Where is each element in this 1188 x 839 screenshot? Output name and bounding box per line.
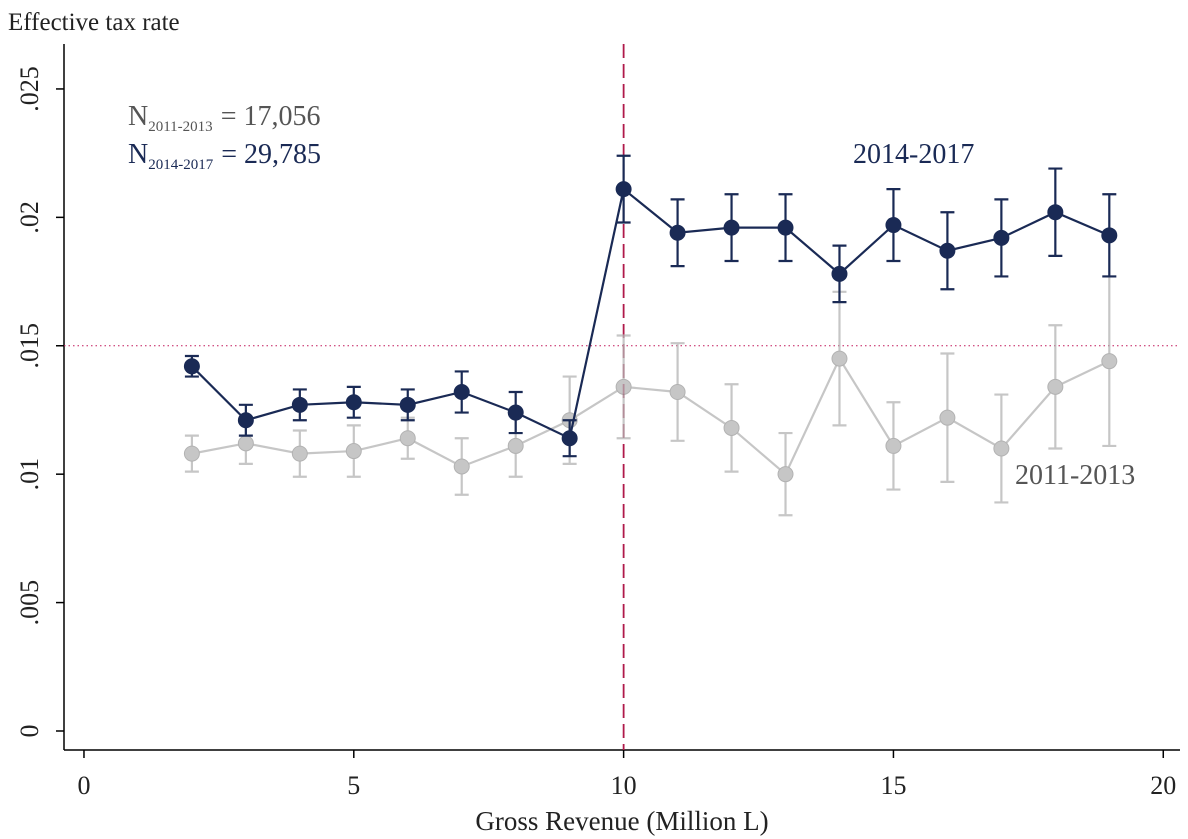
n-symbol: N bbox=[128, 101, 148, 132]
n-subscript: 2011-2013 bbox=[148, 119, 212, 135]
point bbox=[561, 430, 578, 447]
point bbox=[939, 409, 956, 426]
point bbox=[399, 430, 416, 447]
n-value: = 17,056 bbox=[221, 101, 321, 132]
x-tick-label: 0 bbox=[77, 771, 90, 800]
point bbox=[669, 383, 686, 400]
y-tick-label: 0 bbox=[15, 724, 44, 737]
point bbox=[615, 378, 632, 395]
point bbox=[507, 404, 524, 421]
n-annotation: N2014-2017 = 29,785 bbox=[128, 139, 321, 173]
point bbox=[831, 350, 848, 367]
series-label: 2011-2013 bbox=[1015, 460, 1135, 491]
point bbox=[399, 396, 416, 413]
point bbox=[453, 383, 470, 400]
point bbox=[885, 437, 902, 454]
point bbox=[291, 445, 308, 462]
series bbox=[183, 275, 1118, 517]
point bbox=[237, 412, 254, 429]
series-line bbox=[191, 187, 1110, 440]
n-subscript: 2014-2017 bbox=[148, 157, 213, 173]
n-symbol: N bbox=[128, 139, 148, 170]
point bbox=[777, 466, 794, 483]
y-axis-title: Effective tax rate bbox=[8, 9, 180, 36]
point bbox=[291, 396, 308, 413]
series-label: 2014-2017 bbox=[853, 139, 974, 170]
point bbox=[1047, 204, 1064, 221]
x-tick-label: 20 bbox=[1150, 771, 1176, 800]
point bbox=[723, 219, 740, 236]
point bbox=[183, 358, 200, 375]
point bbox=[615, 181, 632, 198]
series-line bbox=[191, 356, 1110, 476]
point bbox=[939, 242, 956, 259]
y-tick-label: .02 bbox=[15, 201, 44, 234]
point bbox=[183, 445, 200, 462]
point bbox=[993, 440, 1010, 457]
point bbox=[1101, 227, 1118, 244]
point bbox=[345, 443, 362, 460]
y-tick-label: .005 bbox=[15, 580, 44, 626]
x-tick-label: 5 bbox=[347, 771, 360, 800]
point bbox=[831, 265, 848, 282]
series bbox=[183, 154, 1118, 458]
point bbox=[453, 458, 470, 475]
point bbox=[345, 394, 362, 411]
point bbox=[723, 419, 740, 436]
y-tick-label: .025 bbox=[15, 66, 44, 112]
point bbox=[669, 224, 686, 241]
x-tick-label: 10 bbox=[611, 771, 637, 800]
point bbox=[507, 437, 524, 454]
point bbox=[993, 229, 1010, 246]
point bbox=[1047, 378, 1064, 395]
point bbox=[777, 219, 794, 236]
x-axis-title: Gross Revenue (Million L) bbox=[475, 806, 768, 836]
x-tick-label: 15 bbox=[880, 771, 906, 800]
n-annotation: N2011-2013 = 17,056 bbox=[128, 101, 320, 135]
y-tick-label: .01 bbox=[15, 458, 44, 491]
point bbox=[237, 435, 254, 452]
y-tick-label: .015 bbox=[15, 323, 44, 369]
n-value: = 29,785 bbox=[221, 139, 321, 170]
point bbox=[1101, 353, 1118, 370]
point bbox=[885, 217, 902, 234]
